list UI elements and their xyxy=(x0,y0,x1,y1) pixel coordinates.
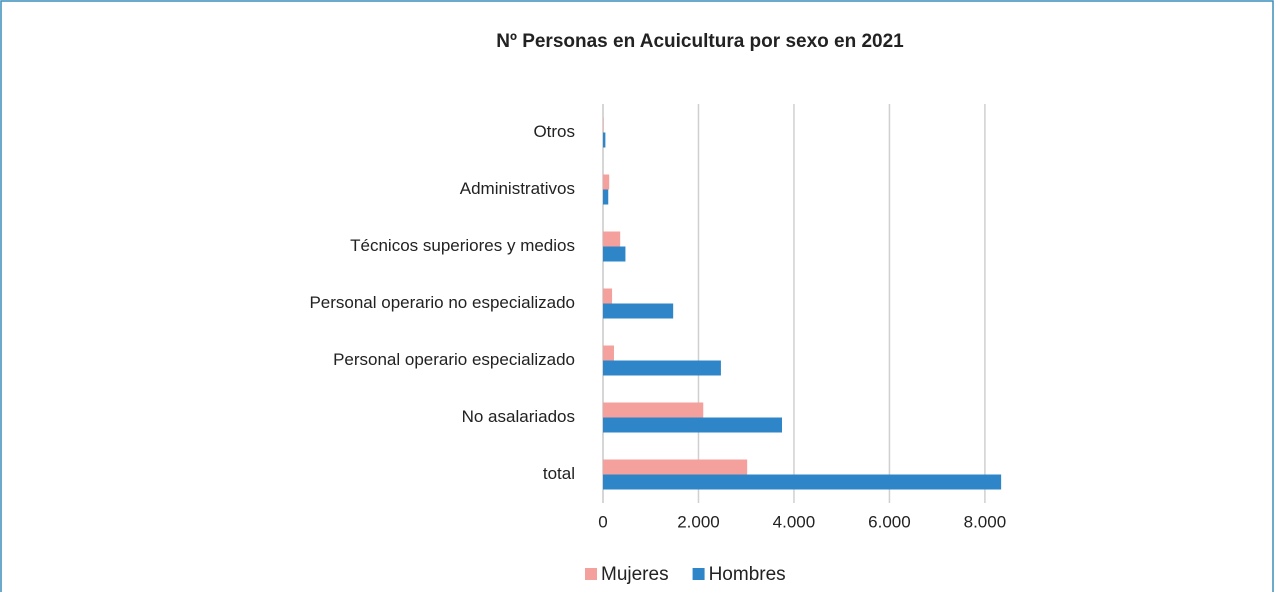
x-tick-label: 6.000 xyxy=(868,512,911,531)
bar xyxy=(603,246,626,262)
bar xyxy=(603,231,621,247)
x-tick-label: 4.000 xyxy=(773,512,816,531)
x-tick-label: 8.000 xyxy=(964,512,1007,531)
chart-title: Nº Personas en Acuicultura por sexo en 2… xyxy=(496,31,904,52)
y-tick-label: Técnicos superiores y medios xyxy=(350,236,575,255)
x-tick-label: 0 xyxy=(598,512,607,531)
y-tick-label: No asalariados xyxy=(462,407,575,426)
bar xyxy=(603,303,674,319)
bar xyxy=(603,402,704,418)
y-tick-label: total xyxy=(543,464,575,483)
y-tick-label: Personal operario no especializado xyxy=(309,293,575,312)
bar xyxy=(603,360,721,376)
x-tick-label: 2.000 xyxy=(677,512,720,531)
y-tick-label: Administrativos xyxy=(460,179,575,198)
bar xyxy=(603,174,610,190)
bar xyxy=(603,459,748,475)
bar xyxy=(603,189,609,205)
bar xyxy=(603,345,614,361)
legend-label: Mujeres xyxy=(601,564,669,585)
bar xyxy=(603,474,1002,490)
bar xyxy=(603,417,783,433)
y-tick-label: Personal operario especializado xyxy=(333,350,575,369)
legend-swatch xyxy=(692,568,705,580)
bar xyxy=(603,132,606,148)
bar xyxy=(603,288,613,304)
legend-label: Hombres xyxy=(709,564,786,585)
legend-swatch xyxy=(585,568,597,580)
y-tick-label: Otros xyxy=(533,122,575,141)
